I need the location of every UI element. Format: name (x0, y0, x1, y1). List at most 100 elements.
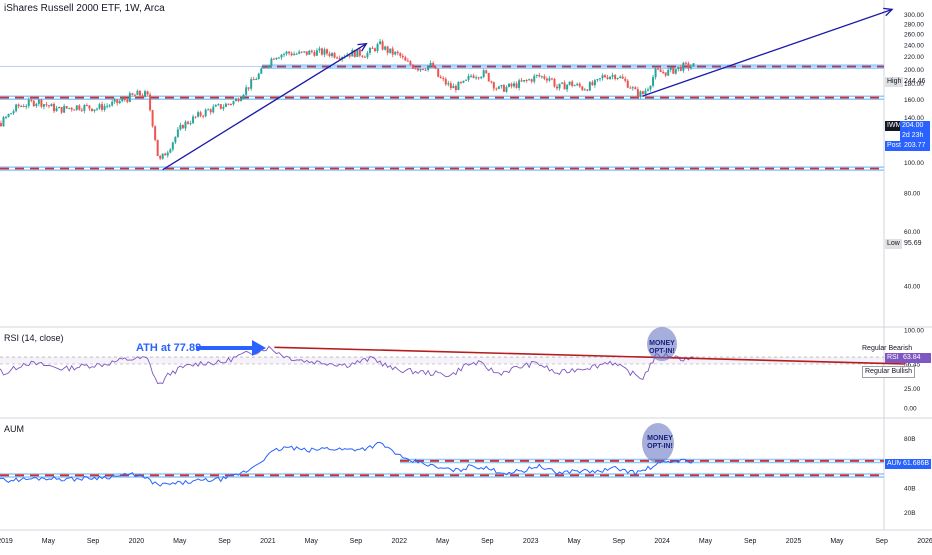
candle-body (328, 53, 331, 57)
candle-body (240, 98, 243, 102)
y-tick-label: 240.00 (904, 42, 924, 49)
candle-body (331, 53, 334, 57)
candle-body (174, 136, 177, 143)
candle-body (416, 68, 419, 71)
y-tick-label: 200.00 (904, 67, 924, 74)
candle-body (361, 55, 364, 57)
candle-body (571, 81, 574, 86)
aum-y-tick-label: 40B (904, 485, 916, 492)
candle-body (510, 83, 513, 87)
candle-body (614, 75, 617, 79)
ath-annotation: ATH at 77.89 (136, 342, 202, 354)
candle-body (679, 66, 682, 71)
candle-body (452, 85, 455, 89)
candle-body (2, 117, 5, 127)
candle-body (35, 103, 38, 107)
high-tag: High (885, 77, 904, 87)
candle-body (219, 104, 222, 109)
candle-body (556, 86, 558, 89)
aum-tag: AUM (885, 459, 905, 469)
candle-body (93, 109, 96, 112)
candle-body (222, 106, 225, 109)
candle-body (149, 94, 152, 111)
candle-body (611, 75, 614, 77)
candle-body (40, 99, 43, 107)
candle-body (277, 57, 280, 59)
candle-body (272, 58, 275, 60)
last-price-tag: 204.00 (900, 121, 930, 131)
candle-body (629, 87, 632, 89)
candle-body (237, 98, 240, 102)
candle-body (326, 49, 328, 54)
candle-body (265, 67, 268, 69)
candle-body (566, 84, 569, 90)
candle-body (267, 65, 270, 68)
candle-body (384, 46, 387, 50)
y-tick-label: 260.00 (904, 31, 924, 38)
candle-body (204, 109, 207, 117)
candle-body (472, 75, 475, 78)
rsi-y-tick-label: 56.45 (904, 362, 921, 369)
candle-body (411, 64, 414, 69)
candle-body (209, 109, 212, 113)
candle-body (141, 95, 144, 97)
candle-body (490, 81, 493, 83)
x-tick-label: 2022 (391, 538, 407, 545)
candle-body (207, 109, 210, 111)
candle-body (437, 68, 440, 77)
candle-body (242, 94, 245, 99)
trend-arrow-line (162, 43, 367, 171)
candle-body (45, 104, 48, 106)
y-tick-label: 60.00 (904, 229, 921, 236)
candle-body (598, 78, 601, 80)
candle-body (111, 101, 114, 106)
x-tick-label: Sep (350, 538, 363, 545)
candle-body (368, 47, 371, 53)
candle-body (401, 55, 404, 58)
y-tick-label: 140.00 (904, 115, 924, 122)
candle-body (495, 88, 498, 90)
y-tick-label: 180.00 (904, 81, 924, 88)
y-tick-label: 40.00 (904, 284, 921, 291)
candle-body (533, 75, 536, 82)
rsi-value-tag: 63.84 (901, 353, 931, 363)
candle-body (669, 67, 672, 70)
candle-body (25, 106, 28, 108)
candle-body (15, 104, 18, 112)
y-tick-label: 80.00 (904, 190, 921, 197)
candle-body (310, 50, 313, 53)
x-tick-label: Sep (87, 538, 100, 545)
candle-body (636, 89, 639, 97)
candle-body (604, 75, 607, 78)
candle-body (197, 112, 200, 117)
candle-body (300, 51, 303, 53)
candle-body (151, 110, 154, 127)
candle-body (138, 90, 141, 96)
candle-body (113, 99, 116, 102)
candle-body (389, 48, 392, 53)
candle-body (126, 99, 129, 102)
candle-body (295, 53, 298, 55)
candle-body (70, 107, 73, 110)
candle-body (252, 79, 255, 81)
candle-body (323, 49, 326, 55)
candle-body (583, 89, 586, 91)
candle-body (133, 94, 136, 96)
candle-body (568, 81, 571, 85)
candle-body (356, 49, 359, 57)
candle-body (290, 53, 293, 56)
candle-body (667, 69, 670, 76)
candle-body (293, 53, 296, 56)
x-tick-label: May (567, 538, 581, 545)
candle-body (179, 124, 182, 130)
candle-body (634, 87, 637, 90)
candle-body (320, 48, 323, 55)
candle-body (374, 48, 377, 51)
candle-body (161, 153, 164, 159)
candle-body (17, 104, 20, 107)
candle-body (166, 152, 169, 156)
candle-body (664, 72, 667, 76)
countdown-tag: 2d 23h (900, 131, 930, 141)
